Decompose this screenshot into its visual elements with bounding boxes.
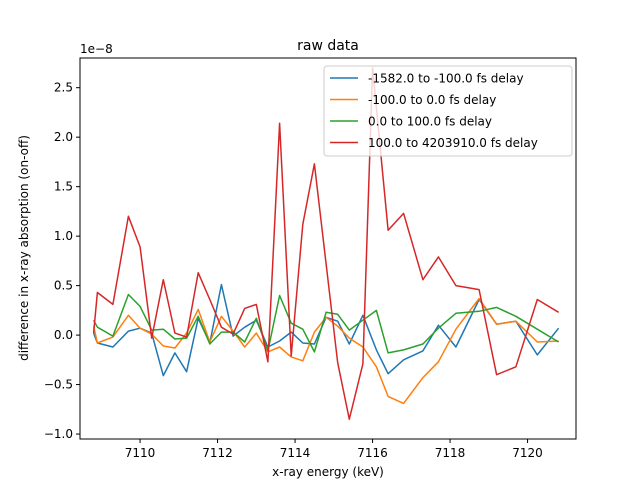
x-tick-label: 7110 [125,446,156,460]
x-axis-ticks: 7110 7112 7114 7116 7118 7120 [125,439,543,460]
x-tick-label: 7114 [280,446,311,460]
series-line-1 [92,283,560,377]
series-line-2 [92,297,559,405]
x-tick-label: 7118 [435,446,466,460]
y-axis-multiplier: 1e−8 [80,42,113,56]
y-tick-label: −0.5 [44,378,73,392]
legend-entry-label: 0.0 to 100.0 fs delay [368,115,492,129]
chart-title: raw data [297,38,359,54]
x-axis-label: x-ray energy (keV) [272,465,384,479]
legend-entry-label: 100.0 to 4203910.0 fs delay [368,136,538,150]
legend: -1582.0 to -100.0 fs delay -100.0 to 0.0 … [323,65,573,157]
y-tick-label: −1.0 [44,427,73,441]
series-line-3 [92,293,559,354]
x-tick-label: 7116 [357,446,388,460]
y-axis-ticks: −1.0 −0.5 0.0 0.5 1.0 1.5 2.0 2.5 [44,81,80,441]
y-tick-label: 1.5 [54,180,73,194]
x-tick-label: 7112 [202,446,233,460]
y-tick-label: 0.0 [54,328,73,342]
y-tick-label: 1.0 [54,229,73,243]
x-tick-label: 7120 [512,446,543,460]
series-lines [92,67,560,420]
legend-frame [323,65,573,157]
y-tick-label: 0.5 [54,279,73,293]
y-tick-label: 2.0 [54,130,73,144]
y-tick-label: 2.5 [54,81,73,95]
legend-entry-label: -1582.0 to -100.0 fs delay [368,72,524,86]
y-axis-label: difference in x-ray absorption (on-off) [17,135,31,361]
series-line-4 [92,67,559,420]
legend-entry-label: -100.0 to 0.0 fs delay [368,93,496,107]
